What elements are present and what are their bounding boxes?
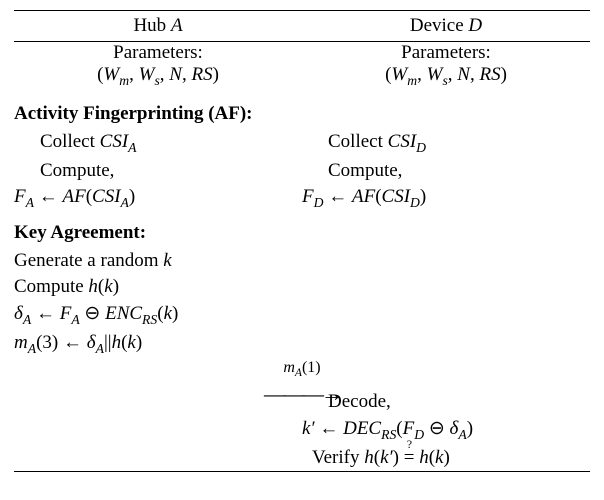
ka-verify: Verify h(k′) ?= h(k)	[302, 445, 590, 471]
ka-hub-empty	[14, 389, 302, 471]
header-device-d: Device D	[302, 11, 590, 41]
ka-block-1: Generate a random k Compute h(k) δA ← FA…	[14, 248, 590, 359]
af-formula-a: FA ← AF(CSIA)	[14, 184, 302, 213]
section-af: Activity Fingerprinting (AF):	[14, 93, 590, 129]
params-value-a: (Wm, Ws, N, RS)	[14, 64, 302, 93]
ka-gen: Generate a random k	[14, 248, 302, 274]
ka-hub-1: Generate a random k Compute h(k) δA ← FA…	[14, 248, 302, 359]
af-row: Collect CSIA Compute, FA ← AF(CSIA) Coll…	[14, 129, 590, 213]
af-collect-a: Collect CSIA	[14, 129, 302, 158]
params-value-d: (Wm, Ws, N, RS)	[302, 64, 590, 93]
ka-device-empty	[302, 248, 590, 359]
bottom-rule	[14, 471, 590, 472]
af-compute-a: Compute,	[14, 158, 302, 184]
ka-m-a: mA(3) ← δA||h(k)	[14, 330, 302, 359]
af-formula-d: FD ← AF(CSID)	[302, 184, 590, 213]
section-ka: Key Agreement:	[14, 212, 590, 248]
af-compute-d: Compute,	[302, 158, 590, 184]
af-collect-d: Collect CSID	[302, 129, 590, 158]
params-label-a: Parameters:	[14, 42, 302, 64]
arrow-icon: ―――→	[264, 381, 340, 406]
ka-decode: Decode,	[302, 389, 590, 415]
af-hub: Collect CSIA Compute, FA ← AF(CSIA)	[14, 129, 302, 213]
ka-compute-hk: Compute h(k)	[14, 274, 302, 300]
af-device: Collect CSID Compute, FD ← AF(CSID)	[302, 129, 590, 213]
ka-kprime: k′ ← DECRS(FD ⊖ δA)	[302, 415, 590, 445]
header-row: Hub A Device D	[14, 11, 590, 41]
params-device: Parameters: (Wm, Ws, N, RS)	[302, 42, 590, 93]
params-row: Parameters: (Wm, Ws, N, RS) Parameters: …	[14, 42, 590, 93]
ka-delta-a: δA ← FA ⊖ ENCRS(k)	[14, 300, 302, 330]
arrow-label: mA(1)	[283, 359, 320, 376]
header-hub-a: Hub A	[14, 11, 302, 41]
params-label-d: Parameters:	[302, 42, 590, 64]
protocol-table: Hub A Device D Parameters: (Wm, Ws, N, R…	[0, 0, 604, 482]
ka-device-2: Decode, k′ ← DECRS(FD ⊖ δA) Verify h(k′)…	[302, 389, 590, 471]
params-hub: Parameters: (Wm, Ws, N, RS)	[14, 42, 302, 93]
message-arrow-row: mA(1) ―――→	[14, 359, 590, 389]
